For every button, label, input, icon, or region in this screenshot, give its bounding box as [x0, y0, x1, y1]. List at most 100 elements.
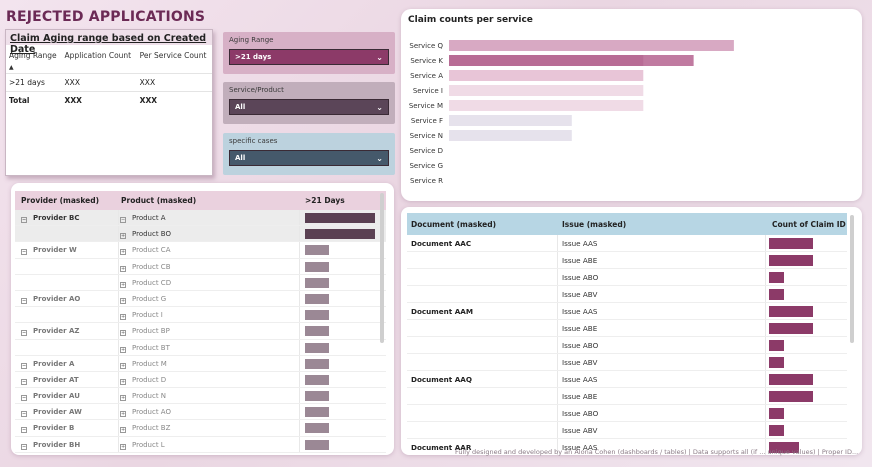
expand-icon[interactable]: +	[120, 281, 126, 288]
expand-icon[interactable]: +	[120, 395, 126, 402]
provider-column-header[interactable]: Provider (masked)	[21, 196, 100, 205]
provider-name[interactable]: − Provider AO	[21, 294, 81, 304]
expand-icon[interactable]: +	[120, 362, 126, 369]
product-name[interactable]: + Product I	[120, 311, 163, 321]
product-column-header[interactable]: Product (masked)	[121, 196, 197, 205]
product-name[interactable]: + Product N	[120, 392, 167, 402]
product-name[interactable]: + Product L	[120, 440, 165, 450]
expand-icon[interactable]: −	[21, 443, 27, 450]
document-column-header[interactable]: Document (masked)	[411, 220, 497, 229]
aging-range-dropdown[interactable]: >21 days ⌄	[229, 49, 389, 65]
expand-icon[interactable]: +	[120, 297, 126, 304]
table-row[interactable]: Issue ABE	[407, 320, 847, 337]
table-row[interactable]: − Provider AT + Product D	[15, 371, 386, 389]
document-scrollbar[interactable]	[850, 215, 854, 343]
issue-column-header[interactable]: Issue (masked)	[562, 220, 627, 229]
expand-icon[interactable]: −	[21, 217, 27, 223]
provider-name[interactable]: − Provider AT	[21, 375, 79, 385]
expand-icon[interactable]: +	[120, 411, 126, 418]
expand-icon[interactable]: −	[120, 217, 126, 223]
product-name[interactable]: + Product AO	[120, 408, 171, 418]
bar[interactable]	[449, 100, 644, 111]
table-row[interactable]: Issue ABO	[407, 269, 847, 286]
provider-name[interactable]: − Provider BC	[21, 214, 80, 223]
table-row[interactable]: Issue ABV	[407, 286, 847, 303]
aging-header-count[interactable]: Application Count	[64, 51, 132, 60]
product-name[interactable]: + Product BO	[120, 230, 171, 240]
days-column-header[interactable]: >21 Days	[305, 196, 345, 205]
document-name[interactable]: Document AAQ	[411, 375, 472, 384]
table-row[interactable]: − Provider AZ + Product BP	[15, 323, 386, 340]
provider-scrollbar[interactable]	[380, 193, 384, 343]
sort-up-icon[interactable]: ▲	[9, 64, 14, 71]
table-row[interactable]: − Provider A + Product M	[15, 355, 386, 372]
expand-icon[interactable]: +	[120, 265, 126, 272]
table-row[interactable]: + Product CB	[15, 258, 386, 275]
aging-header-range[interactable]: Aging Range ▲	[9, 51, 57, 71]
expand-icon[interactable]: +	[120, 330, 126, 337]
table-row[interactable]: + Product CD	[15, 274, 386, 291]
bar[interactable]	[449, 85, 644, 96]
service-product-dropdown[interactable]: All ⌄	[229, 99, 389, 115]
expand-icon[interactable]: +	[120, 249, 126, 256]
expand-icon[interactable]: −	[21, 395, 27, 402]
provider-name[interactable]: − Provider AW	[21, 408, 82, 418]
table-row[interactable]: Issue ABO	[407, 405, 847, 422]
table-row[interactable]: Issue ABO	[407, 337, 847, 354]
table-row[interactable]: + Product BT	[15, 339, 386, 356]
expand-icon[interactable]: +	[120, 427, 126, 434]
product-name[interactable]: + Product G	[120, 294, 167, 304]
product-name[interactable]: + Product BZ	[120, 424, 171, 434]
table-row[interactable]: − Provider W + Product CA	[15, 242, 386, 259]
expand-icon[interactable]: +	[120, 346, 126, 353]
product-name[interactable]: + Product CD	[120, 278, 172, 288]
product-name[interactable]: + Product D	[120, 375, 167, 385]
bar[interactable]	[449, 70, 644, 81]
table-row[interactable]: Issue ABV	[407, 354, 847, 371]
table-row[interactable]: − Provider AW + Product AO	[15, 404, 386, 421]
expand-icon[interactable]: +	[120, 443, 126, 450]
product-name[interactable]: + Product CB	[120, 262, 171, 272]
table-row[interactable]: Document AAQ Issue AAS	[407, 371, 847, 388]
expand-icon[interactable]: −	[21, 362, 27, 369]
table-row[interactable]: Issue ABE	[407, 388, 847, 405]
highlight-bar[interactable]	[449, 55, 644, 66]
provider-name[interactable]: − Provider B	[21, 424, 75, 434]
provider-name[interactable]: − Provider A	[21, 359, 75, 369]
provider-name[interactable]: − Provider BH	[21, 440, 81, 450]
table-row[interactable]: + Product I	[15, 307, 386, 324]
expand-icon[interactable]: −	[21, 249, 27, 256]
product-name[interactable]: + Product M	[120, 359, 167, 369]
table-row[interactable]: − Provider AU + Product N	[15, 388, 386, 405]
expand-icon[interactable]: +	[120, 233, 126, 240]
table-row[interactable]: Document AAM Issue AAS	[407, 303, 847, 320]
product-name[interactable]: + Product BP	[120, 327, 170, 337]
expand-icon[interactable]: −	[21, 330, 27, 337]
product-name[interactable]: + Product CA	[120, 246, 171, 256]
table-row[interactable]: − Provider BH + Product L	[15, 436, 386, 453]
expand-icon[interactable]: −	[21, 411, 27, 418]
bar[interactable]	[449, 40, 734, 51]
product-name[interactable]: − Product A	[120, 214, 166, 223]
table-row[interactable]: Document AAR Issue AAS	[407, 439, 847, 455]
expand-icon[interactable]: +	[120, 314, 126, 321]
expand-icon[interactable]: +	[120, 378, 126, 385]
expand-icon[interactable]: −	[21, 297, 27, 304]
bar[interactable]	[449, 130, 572, 141]
document-name[interactable]: Document AAM	[411, 307, 473, 316]
provider-name[interactable]: − Provider AU	[21, 392, 80, 402]
document-name[interactable]: Document AAR	[411, 443, 472, 452]
expand-icon[interactable]: −	[21, 378, 27, 385]
count-column-header[interactable]: Count of Claim ID	[772, 220, 846, 229]
table-row[interactable]: − Provider BC − Product A	[15, 210, 386, 227]
aging-header-per-service[interactable]: Per Service Count	[139, 51, 207, 60]
table-row[interactable]: − Provider B + Product BZ	[15, 420, 386, 437]
table-row[interactable]: Issue ABE	[407, 252, 847, 269]
bar[interactable]	[449, 115, 572, 126]
table-row[interactable]: Document AAC Issue AAS	[407, 235, 847, 252]
table-row[interactable]: − Provider AO + Product G	[15, 290, 386, 308]
specific-cases-dropdown[interactable]: All ⌄	[229, 150, 389, 166]
expand-icon[interactable]: −	[21, 427, 27, 434]
product-name[interactable]: + Product BT	[120, 343, 170, 353]
provider-name[interactable]: − Provider W	[21, 246, 77, 256]
